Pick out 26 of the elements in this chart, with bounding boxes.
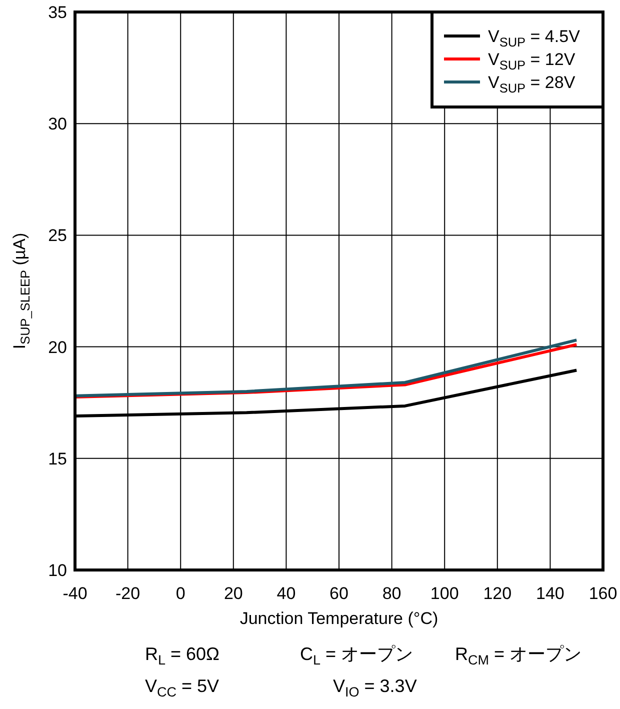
x-tick-label: 80 [382,584,402,603]
x-tick-label: 20 [224,584,243,603]
y-tick-label: 25 [48,226,67,246]
x-tick-label: 0 [176,584,186,603]
legend-label: V$_{SUP}$ = 12V [488,50,576,72]
text: V$_{CC}$ = 5V [145,676,220,700]
y-tick-label: 10 [48,561,67,580]
y-tick-label: 30 [48,114,67,134]
x-tick-label: 140 [536,584,564,603]
text: R$_{CM}$ = オープン [455,644,582,668]
x-tick-label: 60 [330,584,348,603]
x-tick-label: -20 [116,584,140,603]
text: V$_{IO}$ = 3.3V [333,676,417,700]
y-tick-label: 35 [48,3,67,22]
legend-label: V$_{SUP}$ = 4.5V [488,27,581,50]
text: C$_{L}$ = オープン [300,644,414,668]
x-tick-label: 40 [276,584,296,603]
x-tick-label: 100 [430,584,459,603]
y-tick-label: 20 [48,338,67,357]
x-axis-title: Junction Temperature (°C) [240,609,438,628]
legend-label: V$_{SUP}$ = 28V [488,73,576,96]
x-tick-label: -40 [62,584,88,603]
y-tick-label: 15 [48,449,67,468]
x-tick-label: 160 [588,584,618,603]
x-tick-label: 120 [483,584,512,603]
text: R$_{L}$ = 60Ω [145,644,220,668]
